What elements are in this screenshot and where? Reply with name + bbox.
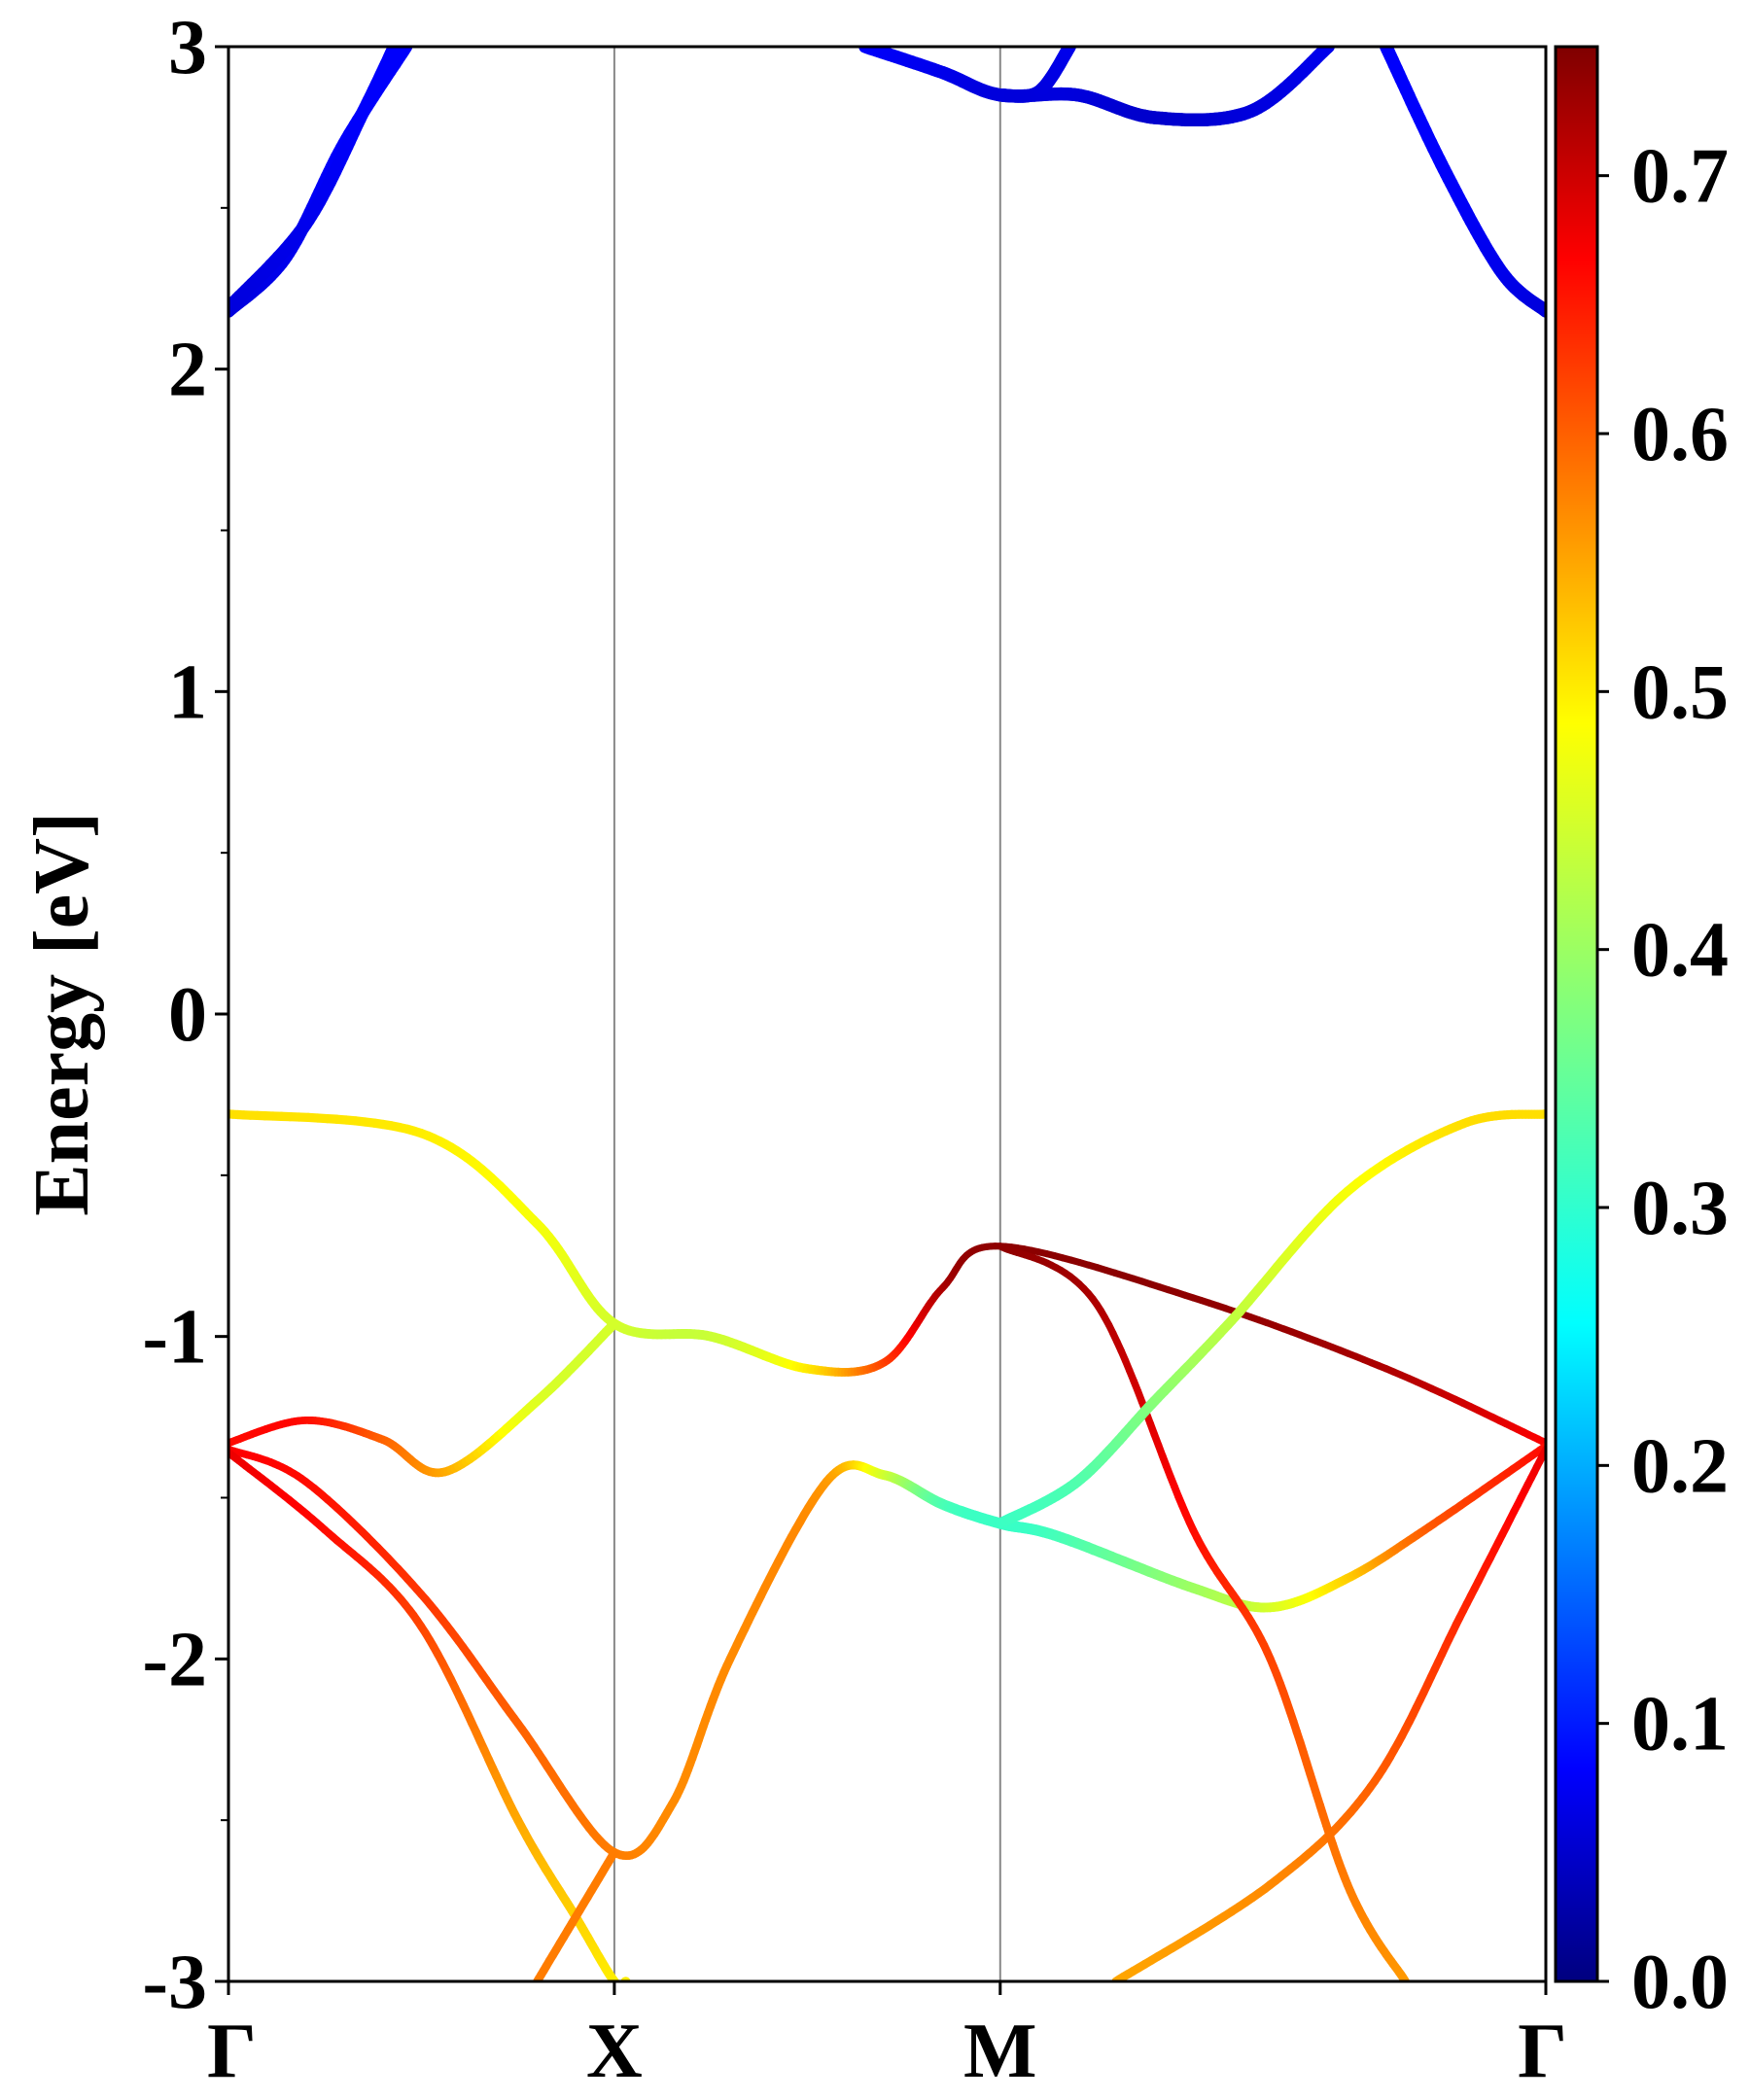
band-line — [228, 1449, 631, 1981]
band-line — [995, 1109, 1546, 1529]
y-tick-label: 0 — [168, 972, 207, 1058]
colorbar-gradient — [1554, 45, 1599, 1983]
colorbar-tick-label: 0.6 — [1631, 392, 1729, 477]
colorbar-tick-label: 0.7 — [1631, 134, 1729, 220]
colorbar-tick-label: 0.4 — [1631, 908, 1729, 994]
y-tick-label: 3 — [168, 5, 207, 90]
x-tick-label: M — [963, 2009, 1037, 2094]
band-segment — [614, 1980, 621, 1981]
colorbar-tick-label: 0.2 — [1631, 1423, 1729, 1509]
plot-frame — [227, 45, 1548, 1983]
high-symmetry-lines — [612, 47, 1001, 1981]
y-tick-label: -1 — [142, 1295, 207, 1381]
band-lines — [228, 47, 1546, 1981]
x-tick-label: Γ — [207, 2009, 257, 2094]
y-tick-label: 2 — [168, 328, 207, 413]
band-segment — [608, 1318, 619, 1331]
y-tick-label: -3 — [142, 1940, 207, 2025]
band-line — [228, 1109, 1546, 1447]
band-line — [228, 1442, 1546, 1860]
colorbar-tick-label: 0.5 — [1631, 649, 1729, 735]
colorbar-ticks: 0.7 0.6 0.5 0.4 0.3 0.2 0.1 0.0 — [1597, 134, 1729, 2025]
x-tick-label: Γ — [1518, 2009, 1567, 2094]
band-segment — [612, 1978, 621, 1981]
colorbar-tick-label: 0.3 — [1631, 1166, 1729, 1251]
band-line — [228, 1318, 619, 1478]
colorbar-tick-label: 0.1 — [1631, 1682, 1729, 1768]
y-axis-label: Energy [eV] — [19, 812, 105, 1215]
colorbar: 0.7 0.6 0.5 0.4 0.3 0.2 0.1 0.0 — [1554, 45, 1729, 2025]
band-line — [1380, 47, 1546, 318]
y-tick-label: -2 — [142, 1617, 207, 1702]
band-line — [997, 1242, 1410, 1981]
y-tick-label: 1 — [168, 649, 207, 735]
band-line — [858, 47, 1335, 127]
band-line — [1111, 1445, 1546, 1981]
colorbar-tick-label: 0.0 — [1631, 1940, 1729, 2025]
x-tick-label: X — [586, 2009, 643, 2094]
band-segment — [608, 1848, 619, 1860]
y-axis: 3 2 1 0 -1 -2 -3 — [142, 5, 228, 2025]
band-line — [228, 47, 402, 315]
band-segment — [613, 1979, 621, 1981]
